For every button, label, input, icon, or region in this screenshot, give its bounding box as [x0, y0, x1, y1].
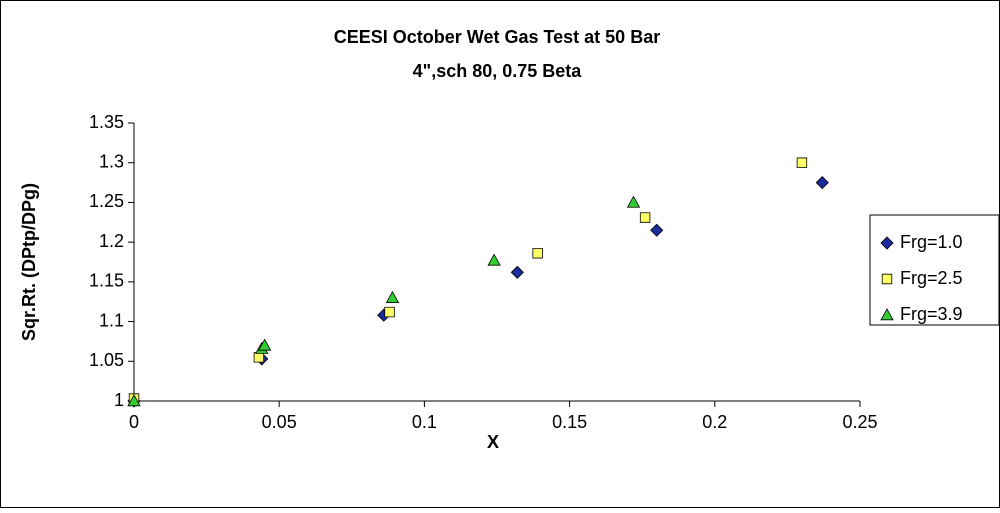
x-tick-label: 0.1: [412, 412, 437, 432]
legend-marker: [881, 273, 893, 285]
x-tick-label: 0.15: [552, 412, 587, 432]
y-tick-label: 1.05: [89, 350, 124, 370]
legend-label: Frg=3.9: [900, 304, 963, 324]
x-axis-label: X: [487, 432, 499, 452]
y-tick-label: 1.3: [99, 151, 124, 171]
legend-box: [869, 214, 1000, 326]
legend-marker: [880, 308, 894, 321]
point: [639, 212, 651, 223]
chart-title: CEESI October Wet Gas Test at 50 Bar: [334, 27, 660, 47]
y-tick-label: 1: [114, 390, 124, 410]
point: [258, 338, 272, 351]
chart-subtitle: 4",sch 80, 0.75 Beta: [413, 61, 583, 81]
point: [385, 290, 400, 303]
x-tick-label: 0.05: [262, 412, 297, 432]
point: [815, 176, 829, 190]
point: [127, 394, 141, 407]
x-tick-label: 0: [129, 412, 139, 432]
y-axis-label: Sqr.Rt. (DPtp/DPg): [19, 183, 39, 341]
point: [384, 306, 395, 318]
point: [532, 248, 543, 259]
legend-label: Frg=2.5: [900, 268, 963, 288]
y-tick-label: 1.25: [89, 191, 124, 211]
point: [796, 157, 808, 168]
point: [253, 352, 265, 363]
y-tick-label: 1.35: [89, 112, 124, 132]
x-tick-label: 0.25: [842, 412, 877, 432]
legend-marker: [880, 236, 894, 250]
y-tick-label: 1.15: [89, 271, 124, 291]
legend-label: Frg=1.0: [900, 232, 963, 252]
x-tick-label: 0.2: [702, 412, 727, 432]
point: [510, 265, 524, 279]
y-tick-label: 1.1: [99, 310, 124, 330]
point: [650, 223, 664, 237]
y-tick-label: 1.2: [99, 231, 124, 251]
point: [626, 195, 641, 208]
point: [487, 253, 501, 266]
